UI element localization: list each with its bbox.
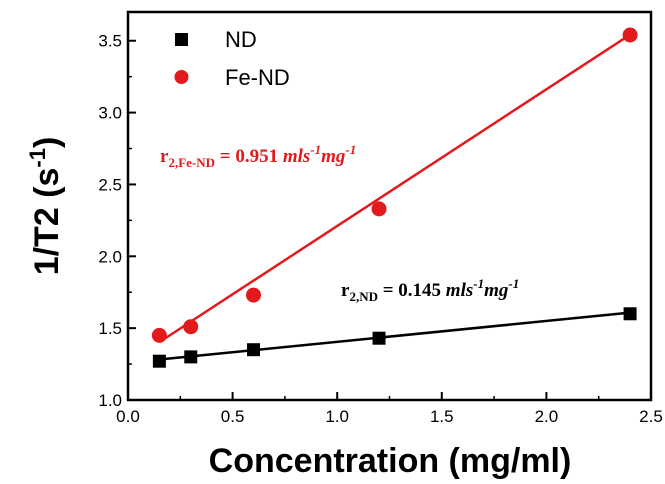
data-point-nd xyxy=(372,331,386,345)
annotation-fe-nd-sub: 2,Fe-ND xyxy=(168,155,215,170)
legend-label-nd: ND xyxy=(225,27,257,52)
fit-line-nd xyxy=(159,311,631,361)
y-axis-title-sup: -1 xyxy=(25,148,50,168)
annotation-fe-nd: r2,Fe-ND = 0.951 mls-1mg-1 xyxy=(160,142,356,170)
x-axis-title: Concentration (mg/ml) xyxy=(209,442,572,480)
annotation-nd-sup1: -1 xyxy=(473,276,484,291)
legend-label-fe-nd: Fe-ND xyxy=(225,65,290,90)
x-tick-label: 1.5 xyxy=(430,407,454,426)
data-points xyxy=(151,27,638,368)
data-point-nd xyxy=(184,350,198,364)
annotation-fe-nd-eq: = 0.951 xyxy=(215,146,283,167)
data-point-nd xyxy=(152,354,166,368)
data-point-fe-nd xyxy=(622,27,638,43)
legend-marker-fe-nd xyxy=(174,70,189,84)
y-tick-label: 3.0 xyxy=(98,104,122,123)
annotation-fe-nd-unit2: mg xyxy=(321,146,345,167)
y-tick-label: 2.0 xyxy=(98,247,122,266)
legend: ND Fe-ND xyxy=(174,27,290,90)
data-point-fe-nd xyxy=(183,319,199,335)
x-tick-label: 2.5 xyxy=(639,407,663,426)
y-tick-label: 1.0 xyxy=(98,391,122,410)
data-point-fe-nd xyxy=(371,201,387,217)
annotation-nd-sup2: -1 xyxy=(508,276,519,291)
annotation-nd-base: r xyxy=(341,280,350,301)
annotation-fe-nd-unit1: mls xyxy=(283,146,310,167)
x-tick-label: 2.0 xyxy=(535,407,559,426)
annotation-nd: r2,ND = 0.145 mls-1mg-1 xyxy=(341,276,519,304)
fit-line-fe-nd xyxy=(158,33,631,344)
legend-marker-nd xyxy=(175,33,188,46)
y-tick-label: 2.5 xyxy=(98,175,122,194)
y-tick-label: 3.5 xyxy=(98,32,122,51)
x-tick-label: 1.0 xyxy=(325,407,349,426)
plot-frame xyxy=(126,10,653,402)
annotation-fe-nd-base: r xyxy=(160,146,169,167)
annotation-nd-sub: 2,ND xyxy=(349,289,378,304)
data-point-fe-nd xyxy=(246,287,262,303)
x-tick-label: 0.0 xyxy=(116,407,140,426)
axis-ticks: 0.0 0.5 1.0 1.5 2.0 2.5 1.0 1.5 2.0 2.5 3.0 3.5 xyxy=(98,32,662,426)
fit-lines xyxy=(158,33,631,361)
annotation-nd-eq: = 0.145 xyxy=(378,280,446,301)
y-tick-label: 1.5 xyxy=(98,319,122,338)
x-tick-label: 0.5 xyxy=(221,407,245,426)
annotation-fe-nd-sup2: -1 xyxy=(345,142,356,157)
data-point-fe-nd xyxy=(151,327,167,343)
data-point-nd xyxy=(623,307,637,321)
annotation-nd-unit2: mg xyxy=(484,280,508,301)
y-axis-title-close: ) xyxy=(28,137,66,148)
y-axis-title: 1/T2 (s-1) xyxy=(25,137,66,276)
annotation-nd-unit1: mls xyxy=(446,280,473,301)
annotation-fe-nd-sup1: -1 xyxy=(310,142,321,157)
y-axis-title-main: 1/T2 (s xyxy=(28,168,66,276)
data-point-nd xyxy=(247,343,261,357)
